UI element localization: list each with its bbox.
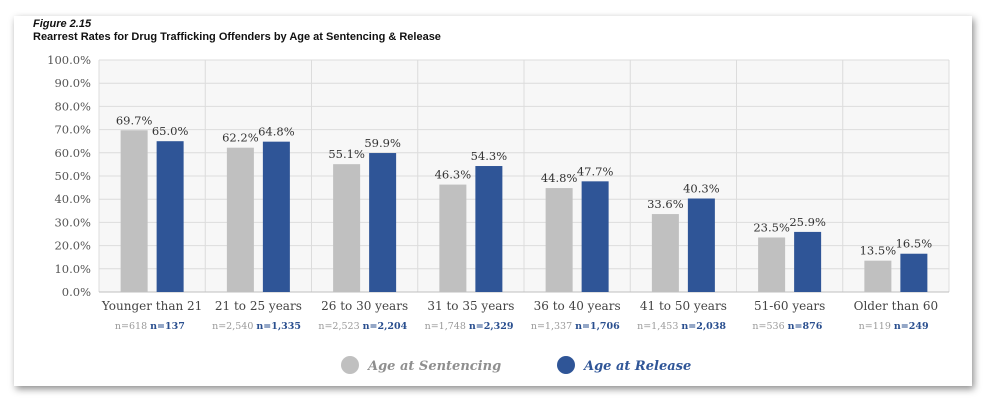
legend-marker-release [557,356,575,374]
data-label-release: 54.3% [471,149,508,163]
n-count-release: n=137 [150,321,185,332]
data-label-release: 47.7% [577,164,614,178]
y-tick-label: 10.0% [54,262,91,276]
y-tick-label: 90.0% [54,76,91,90]
bar-sentencing [226,147,254,292]
n-count-release: n=2,204 [363,321,408,332]
n-count-sentencing: n=1,453 [637,321,678,332]
x-tick-label: 41 to 50 years [640,299,727,313]
x-tick-label: Older than 60 [854,299,939,313]
x-tick-label: 36 to 40 years [534,299,621,313]
y-tick-label: 50.0% [54,169,91,183]
data-label-sentencing: 33.6% [647,197,684,211]
n-count-sentencing: n=2,523 [318,321,359,332]
y-tick-label: 30.0% [54,215,91,229]
n-count-release: n=1,706 [575,321,620,332]
bar-sentencing [439,184,467,292]
bar-sentencing [333,164,361,292]
n-count-sentencing: n=1,748 [425,321,466,332]
data-label-sentencing: 44.8% [541,171,578,185]
data-label-sentencing: 62.2% [222,131,259,145]
data-label-release: 64.8% [258,125,295,139]
bar-release [369,153,397,292]
bar-sentencing [864,260,892,292]
data-label-sentencing: 69.7% [116,113,153,127]
x-tick-label: 51-60 years [754,299,825,313]
n-count-release: n=1,335 [256,321,301,332]
data-label-release: 25.9% [789,215,826,229]
bar-release [581,181,609,292]
n-count-sentencing: n=2,540 [212,321,253,332]
figure-title: Rearrest Rates for Drug Trafficking Offe… [33,31,441,43]
bar-release [262,141,290,292]
n-count-release: n=2,329 [469,321,514,332]
x-tick-label: Younger than 21 [101,299,202,313]
x-tick-label: 26 to 30 years [321,299,408,313]
bar-release [156,141,184,292]
n-count-sentencing: n=119 [859,321,891,332]
y-tick-label: 0.0% [62,285,91,299]
y-tick-label: 70.0% [54,123,91,137]
n-count-sentencing: n=536 [752,321,784,332]
x-tick-label: 31 to 35 years [427,299,514,313]
bar-chart: 0.0% 10.0% 20.0% 30.0% 40.0% 50.0% 60.0% 70.0% 8… [47,53,950,374]
bar-release [475,166,503,292]
data-label-release: 40.3% [683,182,720,196]
bar-release [900,253,928,292]
y-tick-label: 40.0% [54,192,91,206]
figure-card: Figure 2.15 Rearrest Rates for Drug Traf… [14,16,972,386]
data-label-sentencing: 46.3% [435,168,472,182]
bar-release [687,198,715,292]
y-tick-label: 100.0% [47,53,91,67]
y-tick-label: 80.0% [54,99,91,113]
legend-marker-sentencing [341,356,359,374]
data-label-sentencing: 13.5% [860,244,897,258]
n-count-sentencing: n=1,337 [531,321,572,332]
bar-sentencing [545,188,573,292]
bar-sentencing [758,237,786,292]
bar-sentencing [651,214,679,292]
n-count-release: n=249 [894,321,929,332]
x-tick-label: 21 to 25 years [215,299,302,313]
y-tick-label: 60.0% [54,146,91,160]
bar-release [794,231,822,292]
bar-sentencing [120,130,148,292]
y-tick-label: 20.0% [54,239,91,253]
legend-label-release: Age at Release [582,359,691,374]
legend-label-sentencing: Age at Sentencing [366,359,501,374]
data-label-release: 65.0% [152,124,189,138]
n-count-release: n=876 [788,321,823,332]
data-label-sentencing: 23.5% [753,220,790,234]
figure-label: Figure 2.15 [33,18,92,30]
data-label-release: 16.5% [896,237,933,251]
n-count-release: n=2,038 [681,321,726,332]
n-count-sentencing: n=618 [115,321,147,332]
data-label-release: 59.9% [364,136,401,150]
data-label-sentencing: 55.1% [328,147,365,161]
